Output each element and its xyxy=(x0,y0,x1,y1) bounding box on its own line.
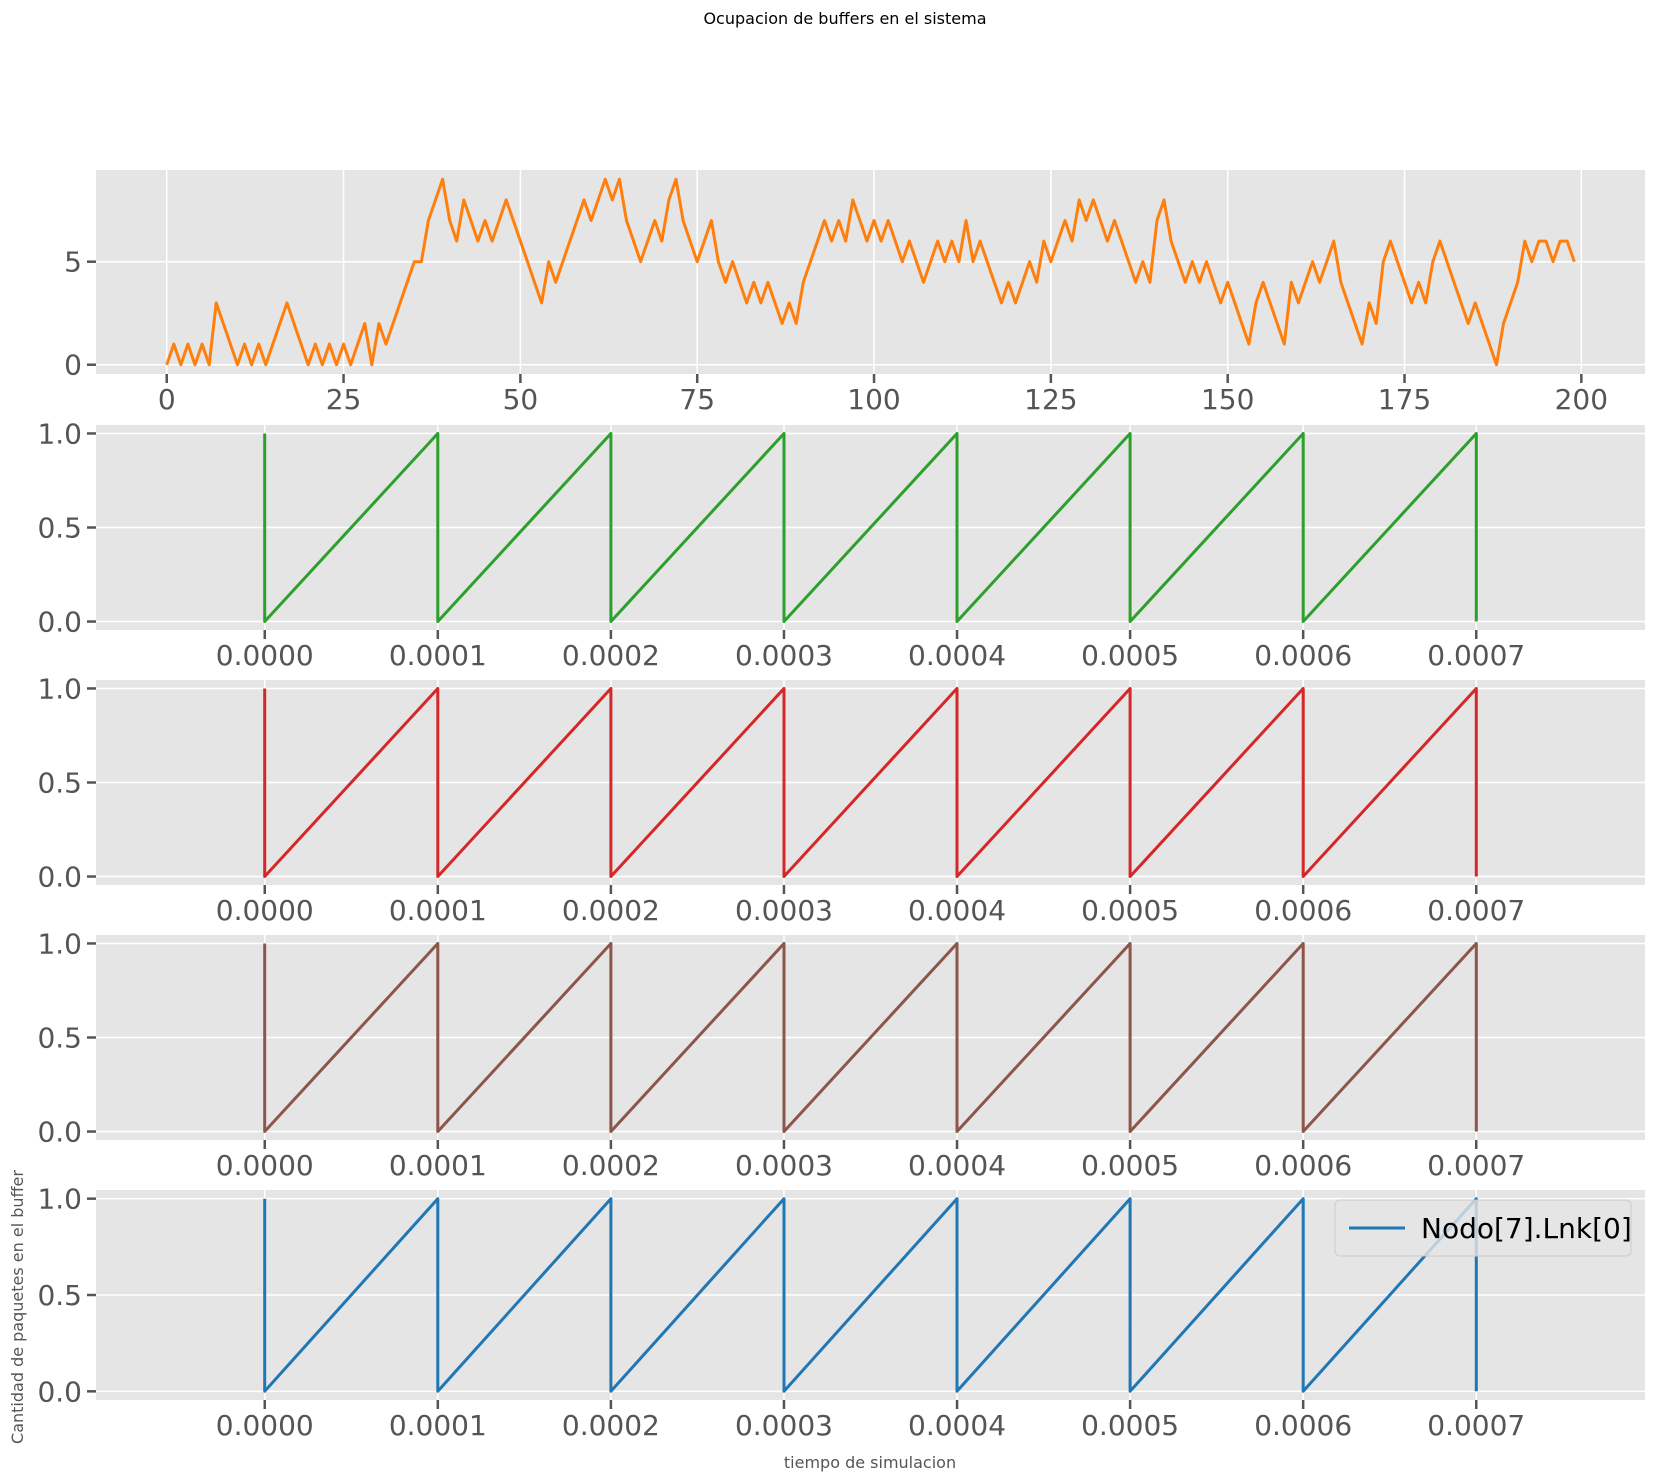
x-tick-label: 0.0000 xyxy=(216,894,314,927)
series-line xyxy=(165,177,1576,367)
y-tick-label: 1.0 xyxy=(37,417,82,450)
x-tick-label: 0.0001 xyxy=(389,639,487,672)
x-tick-label: 125 xyxy=(1024,383,1077,416)
x-tick-label: 0.0005 xyxy=(1081,639,1179,672)
x-tick-label: 0.0007 xyxy=(1427,1149,1525,1182)
series-line xyxy=(263,432,1478,623)
y-tick-label: 0.5 xyxy=(37,767,82,800)
x-tick-label: 0.0003 xyxy=(735,894,833,927)
x-tick-label: 0.0003 xyxy=(735,639,833,672)
legend-label: Nodo[7].Lnk[0] xyxy=(1421,1212,1632,1245)
x-tick-label: 25 xyxy=(326,383,362,416)
y-tick-label: 0.0 xyxy=(37,606,82,639)
subplot-5: 0.0000 0.0001 0.0002 0.0003 0.0004 0.0005 0.00… xyxy=(37,1183,1645,1442)
figure-suptitle: Ocupacion de buffers en el sistema xyxy=(703,9,986,28)
x-tick-label: 0.0007 xyxy=(1427,639,1525,672)
x-tick-label: 0.0000 xyxy=(216,1409,314,1442)
subplot-4: 0.0000 0.0001 0.0002 0.0003 0.0004 0.0005 0.00… xyxy=(37,927,1645,1182)
x-tick-label: 0.0005 xyxy=(1081,894,1179,927)
x-tick-label: 0.0006 xyxy=(1254,639,1352,672)
y-tick-label: 0.5 xyxy=(37,512,82,545)
x-tick-label: 0.0001 xyxy=(389,1149,487,1182)
x-tick-label: 0.0004 xyxy=(908,1409,1006,1442)
subplot-1: 0 25 50 75 100 125 150 175 200 0 5 xyxy=(64,170,1645,416)
y-axis-label: Cantidad de paquetes en el buffer xyxy=(8,1170,27,1444)
x-tick-label: 100 xyxy=(847,383,900,416)
x-tick-label: 150 xyxy=(1201,383,1254,416)
x-tick-label: 0 xyxy=(158,383,176,416)
x-tick-label: 0.0007 xyxy=(1427,894,1525,927)
x-tick-label: 0.0006 xyxy=(1254,1409,1352,1442)
y-tick-label: 0 xyxy=(64,349,82,382)
x-tick-label: 175 xyxy=(1378,383,1431,416)
x-tick-label: 0.0002 xyxy=(562,1409,660,1442)
y-tick-label: 0.0 xyxy=(37,1116,82,1149)
x-tick-label: 0.0003 xyxy=(735,1149,833,1182)
y-tick-label: 0.5 xyxy=(37,1279,82,1312)
y-tick-label: 0.5 xyxy=(37,1022,82,1055)
subplot-3: 0.0000 0.0001 0.0002 0.0003 0.0004 0.0005 0.00… xyxy=(37,672,1645,927)
legend: Nodo[7].Lnk[0] xyxy=(1334,1199,1632,1257)
x-tick-label: 50 xyxy=(503,383,539,416)
x-tick-label: 0.0004 xyxy=(908,894,1006,927)
x-tick-label: 0.0004 xyxy=(908,639,1006,672)
subplot-2: 0.0000 0.0001 0.0002 0.0003 0.0004 0.0005 0.00… xyxy=(37,417,1645,672)
plot-area xyxy=(96,170,1645,374)
y-tick-label: 5 xyxy=(64,246,82,279)
x-tick-label: 0.0006 xyxy=(1254,894,1352,927)
x-tick-label: 0.0003 xyxy=(735,1409,833,1442)
series-line xyxy=(263,942,1478,1133)
y-tick-label: 0.0 xyxy=(37,861,82,894)
x-tick-label: 0.0001 xyxy=(389,1409,487,1442)
x-tick-label: 0.0004 xyxy=(908,1149,1006,1182)
x-tick-label: 0.0006 xyxy=(1254,1149,1352,1182)
x-tick-label: 0.0005 xyxy=(1081,1409,1179,1442)
y-tick-label: 0.0 xyxy=(37,1375,82,1408)
x-tick-label: 75 xyxy=(679,383,715,416)
x-tick-label: 200 xyxy=(1555,383,1608,416)
x-tick-label: 0.0007 xyxy=(1427,1409,1525,1442)
x-tick-label: 0.0002 xyxy=(562,1149,660,1182)
y-tick-label: 1.0 xyxy=(37,1183,82,1216)
y-tick-label: 1.0 xyxy=(37,927,82,960)
x-tick-label: 0.0000 xyxy=(216,1149,314,1182)
x-tick-label: 0.0002 xyxy=(562,639,660,672)
x-tick-label: 0.0002 xyxy=(562,894,660,927)
series-line xyxy=(263,687,1478,878)
y-tick-label: 1.0 xyxy=(37,672,82,705)
x-axis-label: tiempo de simulacion xyxy=(784,1453,956,1472)
series-line xyxy=(263,1197,1478,1393)
x-tick-label: 0.0005 xyxy=(1081,1149,1179,1182)
legend-box xyxy=(1334,1199,1632,1257)
x-tick-label: 0.0001 xyxy=(389,894,487,927)
x-tick-label: 0.0000 xyxy=(216,639,314,672)
